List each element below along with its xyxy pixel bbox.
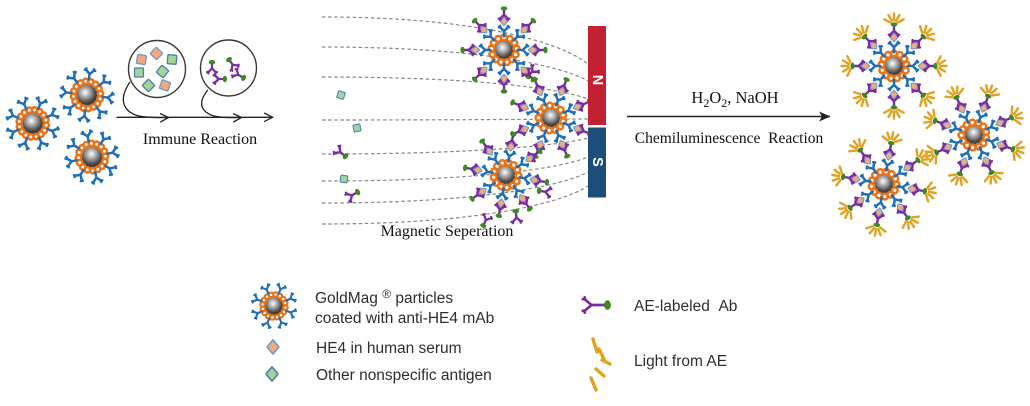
svg-text:AE-labeled Ab: AE-labeled Ab [634,298,737,315]
svg-text:H2O2, NaOH: H2O2, NaOH [691,88,778,110]
svg-text:Other nonspecific antigen: Other nonspecific antigen [316,367,492,384]
svg-text:Light from AE: Light from AE [634,353,727,370]
svg-text:Immune Reaction: Immune Reaction [143,131,257,148]
svg-text:Chemiluminescence Reaction: Chemiluminescence Reaction [635,130,824,147]
svg-text:N: N [589,75,605,85]
svg-text:GoldMag ® particles: GoldMag ® particles [315,287,453,307]
svg-text:coated with anti-HE4 mAb: coated with anti-HE4 mAb [315,310,494,327]
svg-text:Magnetic Seperation: Magnetic Seperation [381,223,514,240]
svg-text:HE4 in human serum: HE4 in human serum [316,340,462,357]
svg-text:S: S [589,157,605,167]
